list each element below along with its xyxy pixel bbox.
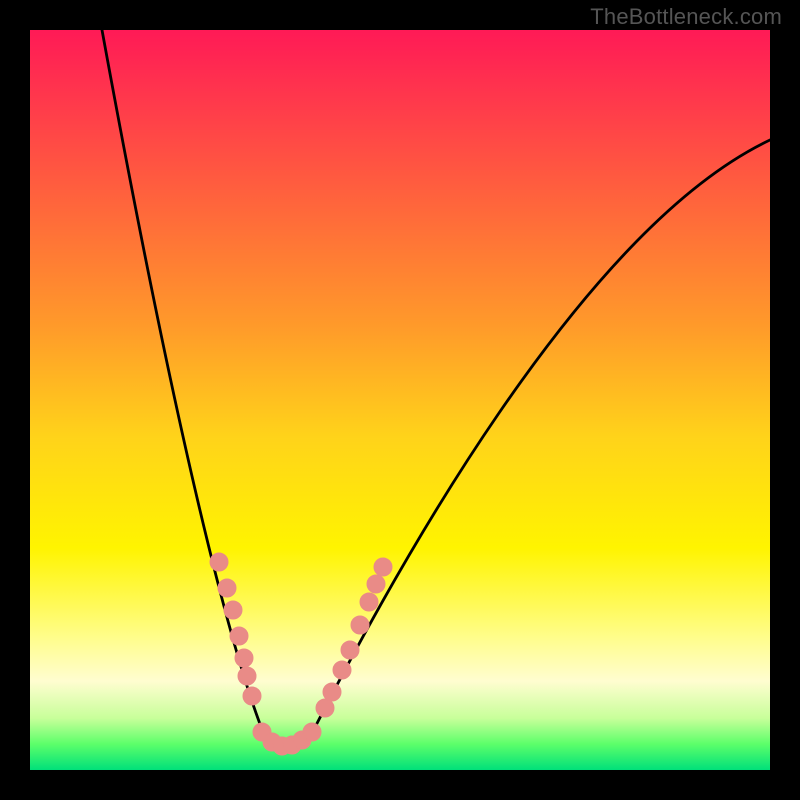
marker-right xyxy=(367,575,385,593)
marker-right xyxy=(374,558,392,576)
chart-svg xyxy=(30,30,770,770)
watermark-text: TheBottleneck.com xyxy=(590,4,782,30)
marker-right xyxy=(316,699,334,717)
marker-bottom xyxy=(303,723,321,741)
marker-right xyxy=(333,661,351,679)
plot-area xyxy=(30,30,770,770)
marker-left xyxy=(238,667,256,685)
marker-left xyxy=(218,579,236,597)
marker-right xyxy=(360,593,378,611)
marker-right xyxy=(323,683,341,701)
marker-right xyxy=(341,641,359,659)
marker-left xyxy=(230,627,248,645)
marker-left xyxy=(224,601,242,619)
marker-left xyxy=(243,687,261,705)
marker-right xyxy=(351,616,369,634)
marker-left xyxy=(235,649,253,667)
marker-left xyxy=(210,553,228,571)
gradient-background xyxy=(30,30,770,770)
